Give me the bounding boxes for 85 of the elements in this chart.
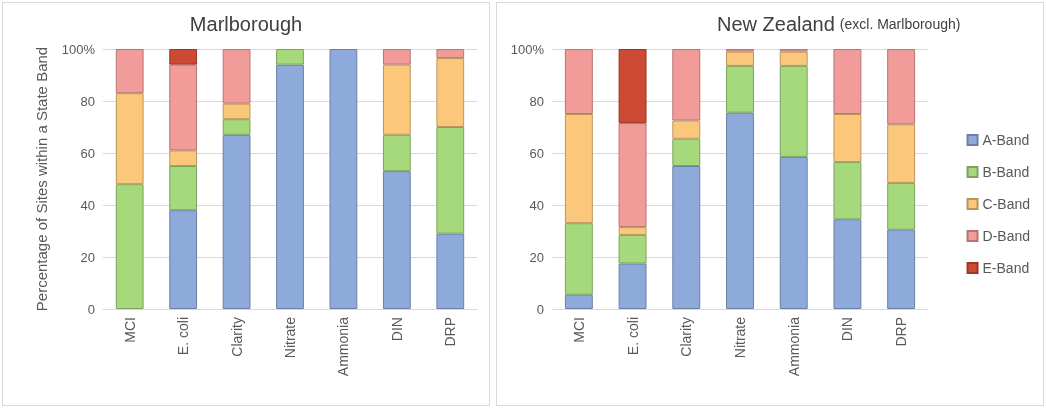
y-tick-label: 20 xyxy=(529,249,544,265)
x-tick-label: Clarity xyxy=(228,317,245,357)
chart-subtitle: (excl. Marlborough) xyxy=(839,16,961,32)
legend-label: A-Band xyxy=(982,132,1030,148)
chart-title: New Zealand xyxy=(717,13,835,35)
bar xyxy=(672,166,701,309)
bar xyxy=(779,65,808,157)
y-axis-title: Percentage of Sites within a State Band xyxy=(33,46,51,312)
bar xyxy=(887,229,916,309)
x-tick-label: Ammonia xyxy=(785,316,802,377)
bar xyxy=(222,103,251,120)
x-tick-label: Ammonia xyxy=(335,316,352,377)
bar xyxy=(382,64,411,135)
bar xyxy=(169,210,198,309)
bar xyxy=(726,112,754,309)
y-tick-label: 40 xyxy=(529,197,544,213)
bar xyxy=(887,124,916,183)
legend-label: C-Band xyxy=(982,196,1030,212)
legend-label: B-Band xyxy=(982,164,1030,180)
y-tick-label: 60 xyxy=(529,145,544,161)
bar xyxy=(564,294,593,309)
bar xyxy=(436,58,465,127)
bar xyxy=(436,127,465,234)
legend-label: E-Band xyxy=(982,260,1030,276)
bar xyxy=(276,64,304,309)
x-tick-label: Clarity xyxy=(678,317,695,357)
bar xyxy=(618,234,647,264)
x-tick-label: Nitrate xyxy=(282,316,298,359)
bar xyxy=(887,49,916,125)
bar xyxy=(618,227,647,235)
bar xyxy=(329,49,358,309)
y-tick-label: 80 xyxy=(80,93,95,109)
bar xyxy=(115,184,144,309)
y-tick-label: 80 xyxy=(529,93,544,109)
bar xyxy=(618,263,647,309)
bar xyxy=(672,138,701,166)
bar xyxy=(436,233,465,309)
y-tick-label: 100% xyxy=(61,41,96,57)
bar xyxy=(169,150,198,166)
bar xyxy=(115,93,144,185)
chart-title: Marlborough xyxy=(189,13,303,35)
x-tick-label: MCI xyxy=(121,317,138,343)
bar xyxy=(382,134,411,172)
bar xyxy=(382,171,411,309)
bar xyxy=(618,49,647,124)
bar xyxy=(564,49,593,114)
bar xyxy=(169,166,198,211)
bar xyxy=(779,51,808,66)
bar xyxy=(779,156,808,309)
y-tick-label: 0 xyxy=(87,301,95,317)
legend-label: D-Band xyxy=(982,228,1030,244)
bar xyxy=(833,162,862,220)
bar xyxy=(887,182,916,230)
bar xyxy=(672,120,701,139)
bar xyxy=(726,65,754,113)
bar xyxy=(833,49,862,114)
x-tick-label: DRP xyxy=(893,317,910,347)
bar xyxy=(436,49,465,59)
bar xyxy=(169,49,198,65)
y-tick-label: 20 xyxy=(80,249,95,265)
y-tick-label: 60 xyxy=(80,145,95,161)
bar xyxy=(382,49,411,65)
bar xyxy=(672,49,701,121)
x-tick-label: E. coli xyxy=(175,317,192,356)
x-tick-label: Nitrate xyxy=(732,316,748,359)
x-tick-label: DRP xyxy=(442,317,459,347)
bar xyxy=(833,219,862,309)
bar xyxy=(169,64,198,151)
bar xyxy=(618,123,647,228)
x-tick-label: DIN xyxy=(839,317,856,342)
bar xyxy=(276,49,304,65)
x-tick-label: DIN xyxy=(388,317,405,342)
y-tick-label: 0 xyxy=(536,301,544,317)
bar xyxy=(833,114,862,163)
x-tick-label: MCI xyxy=(570,317,587,343)
x-tick-label: E. coli xyxy=(624,317,641,356)
bar xyxy=(564,114,593,224)
bar xyxy=(222,49,251,104)
bar xyxy=(564,223,593,295)
bar xyxy=(115,49,144,94)
bar xyxy=(222,134,251,309)
y-tick-label: 40 xyxy=(80,197,95,213)
y-tick-label: 100% xyxy=(510,41,545,57)
bar xyxy=(726,51,754,66)
bar xyxy=(222,119,251,135)
